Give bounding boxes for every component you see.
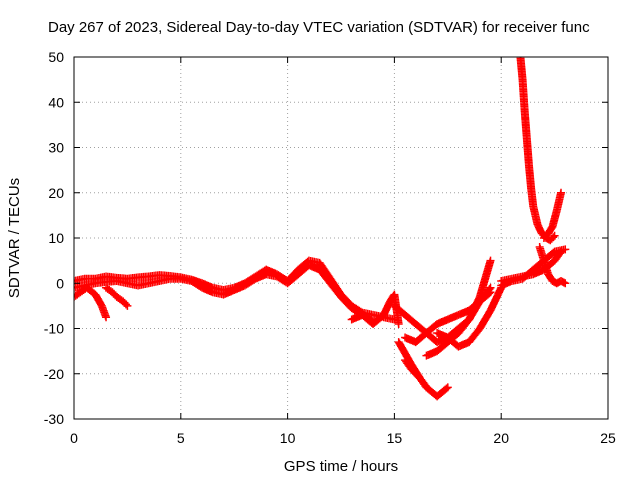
data-track-segment bbox=[395, 339, 409, 356]
series-track-16 bbox=[535, 243, 570, 288]
data-track-segment bbox=[189, 277, 205, 291]
data-track-segment bbox=[476, 307, 494, 332]
y-tick-label: 50 bbox=[48, 49, 64, 65]
data-track-segment bbox=[553, 190, 565, 214]
label-layer: 0 5 10 15 20 25 -30 -20 -10 0 10 20 30 40 50 bbox=[44, 49, 616, 446]
data-track-segment bbox=[417, 375, 430, 390]
data-track-segment bbox=[466, 325, 483, 345]
tick-layer bbox=[73, 56, 609, 420]
data-track-segment bbox=[92, 291, 105, 309]
data-track-segment bbox=[114, 293, 126, 305]
data-point bbox=[557, 188, 566, 197]
data-track-segment bbox=[522, 136, 533, 169]
series-track-2 bbox=[74, 261, 378, 326]
data-point bbox=[123, 301, 132, 310]
data-track-segment bbox=[120, 298, 130, 309]
data-point bbox=[102, 313, 111, 322]
data-track-segment bbox=[84, 284, 98, 298]
data-track-segment bbox=[423, 321, 440, 336]
data-point bbox=[394, 319, 403, 328]
y-tick-label: -20 bbox=[44, 366, 64, 382]
data-track-segment bbox=[545, 271, 556, 284]
y-tick-label: -30 bbox=[44, 411, 64, 427]
data-point bbox=[486, 256, 495, 265]
data-track-segment bbox=[487, 285, 505, 313]
data-track-segment bbox=[455, 316, 473, 336]
data-track-segment bbox=[103, 284, 115, 296]
x-axis-title: GPS time / hours bbox=[284, 458, 398, 475]
data-track-segment bbox=[284, 271, 301, 287]
series-track-11 bbox=[433, 283, 506, 351]
data-track-segment bbox=[413, 330, 430, 345]
y-tick-label: 0 bbox=[56, 275, 64, 291]
data-track-segment bbox=[242, 275, 259, 289]
data-layer bbox=[74, 57, 570, 401]
data-track-segment bbox=[558, 277, 568, 287]
y-axis-title: SDTVAR / TECUs bbox=[6, 178, 23, 298]
data-track-segment bbox=[109, 289, 120, 300]
data-track-segment bbox=[518, 77, 529, 114]
data-track-segment bbox=[434, 384, 451, 400]
data-track-segment bbox=[541, 230, 551, 241]
data-track-segment bbox=[476, 258, 495, 300]
data-point bbox=[443, 383, 452, 392]
data-track-segment bbox=[520, 108, 531, 141]
data-track-segment bbox=[391, 303, 408, 318]
data-track-segment bbox=[402, 312, 419, 327]
data-track-segment bbox=[465, 294, 484, 322]
data-track-segment bbox=[516, 57, 527, 83]
y-tick-label: 30 bbox=[48, 140, 64, 156]
data-track-segment bbox=[295, 257, 312, 273]
data-point bbox=[422, 383, 431, 392]
series-track-3 bbox=[74, 283, 111, 322]
data-point bbox=[561, 279, 570, 288]
data-track-segment bbox=[74, 289, 83, 300]
data-track-segment bbox=[327, 280, 344, 300]
y-tick-label: 40 bbox=[48, 94, 64, 110]
x-tick-label: 0 bbox=[70, 430, 78, 446]
series-track-5 bbox=[347, 290, 403, 328]
data-point bbox=[550, 231, 559, 240]
data-track-segment bbox=[370, 312, 387, 327]
data-track-segment bbox=[401, 350, 415, 368]
series-track-13 bbox=[497, 245, 570, 290]
data-track-segment bbox=[527, 185, 538, 209]
x-tick-label: 20 bbox=[493, 430, 509, 446]
data-track-segment bbox=[408, 362, 424, 381]
data-track-segment bbox=[78, 284, 90, 296]
data-track-segment bbox=[338, 294, 355, 311]
series-track-9 bbox=[394, 338, 431, 392]
chart-title: Day 267 of 2023, Sidereal Day-to-day VTE… bbox=[48, 19, 590, 36]
data-track-segment bbox=[554, 277, 564, 287]
x-tick-label: 10 bbox=[280, 430, 296, 446]
data-track-segment bbox=[519, 266, 536, 282]
x-tick-label: 25 bbox=[600, 430, 616, 446]
data-point bbox=[486, 288, 495, 297]
data-track-segment bbox=[545, 224, 556, 237]
series-track-15 bbox=[539, 188, 566, 242]
data-point bbox=[561, 245, 570, 254]
y-tick-label: -10 bbox=[44, 321, 64, 337]
data-track-segment bbox=[525, 163, 535, 191]
series-track-4 bbox=[102, 283, 132, 310]
y-tick-label: 10 bbox=[48, 230, 64, 246]
x-tick-label: 5 bbox=[177, 430, 185, 446]
y-tick-label: 20 bbox=[48, 185, 64, 201]
data-track-segment bbox=[547, 233, 558, 243]
data-track-segment bbox=[529, 203, 542, 227]
data-track-segment bbox=[549, 277, 560, 287]
data-track-segment bbox=[316, 267, 334, 286]
data-track-segment bbox=[434, 339, 451, 354]
x-tick-label: 15 bbox=[387, 430, 403, 446]
